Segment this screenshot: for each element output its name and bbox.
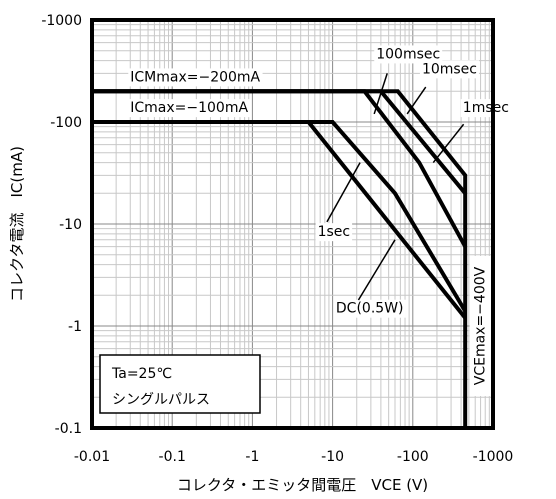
- annotation-bg: [128, 68, 263, 87]
- tick-label-group: -0.01 -0.1 -1 -10 -100 -1000 -0.1 -1 -10 -100 -100…: [41, 13, 513, 465]
- annotation-bg: [374, 45, 443, 64]
- annotation-icmax-100ma: ICmax=−100mA: [130, 100, 248, 116]
- annotation-1msec: 1msec: [463, 100, 509, 116]
- y-tick-label: -100: [50, 115, 82, 131]
- leader-line: [406, 86, 427, 115]
- leader-line: [373, 73, 388, 115]
- annotation-vcemax: VCEmax=−400V: [473, 266, 489, 385]
- x-tick-label: -0.01: [74, 449, 110, 465]
- vcemax-label-bg: [469, 256, 492, 396]
- y-axis-label: コレクタ電流 IC(mA): [8, 146, 26, 302]
- x-tick-label: -0.1: [159, 449, 186, 465]
- leader-line: [432, 123, 465, 164]
- annotation-bg: [128, 99, 251, 118]
- annotation-bg: [333, 299, 406, 318]
- annotation-1sec: 1sec: [318, 224, 351, 240]
- x-axis-label: コレクタ・エミッタ間電圧 VCE (V): [177, 476, 428, 494]
- condition-note-pulse: シングルパルス: [112, 392, 210, 408]
- series-line-dc-0-5w-: [92, 120, 467, 320]
- y-tick-label: -0.1: [55, 421, 82, 437]
- x-tick-label: -1000: [473, 449, 514, 465]
- annotation-dc-0-5w: DC(0.5W): [336, 301, 404, 317]
- annotation-bg: [315, 223, 353, 242]
- annotation-bg: [419, 60, 480, 79]
- leader-line: [357, 239, 396, 301]
- grid: [91, 20, 493, 429]
- series-line-100msec: [92, 89, 467, 248]
- series-group: [92, 89, 468, 428]
- y-tick-label: -1: [68, 319, 82, 335]
- annotation-icmmax-200ma: ICMmax=−200mA: [130, 69, 260, 85]
- annotation-bg: [460, 99, 511, 118]
- condition-note-box: [99, 354, 261, 414]
- annotation-10msec: 10msec: [422, 61, 477, 77]
- leader-line: [326, 162, 361, 223]
- y-tick-label: -1000: [41, 13, 82, 29]
- x-tick-label: -10: [321, 449, 344, 465]
- y-tick-label: -10: [59, 217, 82, 233]
- condition-note-temperature: Ta=25℃: [111, 366, 172, 382]
- x-tick-label: -100: [397, 449, 429, 465]
- annotation-100msec: 100msec: [376, 46, 440, 62]
- x-tick-label: -1: [245, 449, 259, 465]
- plot-frame: [90, 18, 495, 430]
